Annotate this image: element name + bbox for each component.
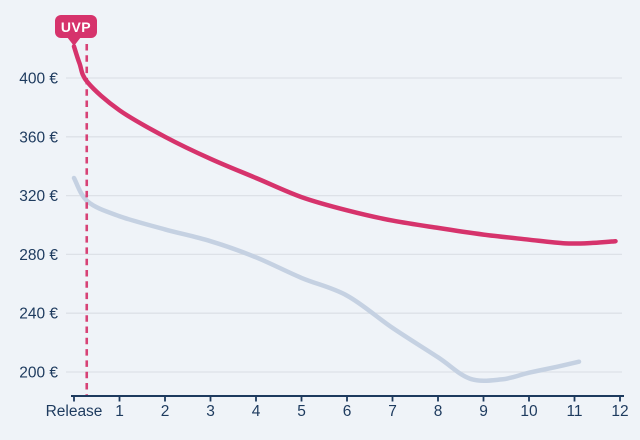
x-axis-label: 2 bbox=[161, 403, 170, 420]
new-price-curve bbox=[71, 44, 618, 246]
x-axis-label: Release bbox=[46, 403, 103, 420]
uvp-badge: UVP bbox=[55, 15, 97, 38]
y-axis-label: 360 € bbox=[19, 129, 58, 146]
x-axis-label: 6 bbox=[343, 403, 352, 420]
uvp-badge-pointer-icon bbox=[67, 37, 81, 46]
uvp-badge-label: UVP bbox=[60, 18, 92, 35]
x-axis-label: 8 bbox=[434, 403, 443, 420]
x-axis-label: 7 bbox=[388, 403, 397, 420]
y-axis-label: 280 € bbox=[19, 247, 58, 264]
x-axis-label: 12 bbox=[611, 403, 628, 420]
y-axis-label: 240 € bbox=[19, 306, 58, 323]
x-axis-label: 3 bbox=[206, 403, 215, 420]
x-axis-label: 11 bbox=[566, 403, 582, 420]
y-axis-label: 320 € bbox=[19, 188, 58, 205]
x-axis-label: 1 bbox=[115, 403, 124, 420]
x-axis-label: 5 bbox=[297, 403, 306, 420]
y-axis-label: 200 € bbox=[19, 365, 58, 382]
x-axis-label: 9 bbox=[479, 403, 488, 420]
x-axis-label: 4 bbox=[252, 403, 261, 420]
x-axis-label: 10 bbox=[520, 403, 538, 420]
used-price-curve bbox=[71, 175, 582, 383]
y-axis-label: 400 € bbox=[19, 71, 58, 88]
